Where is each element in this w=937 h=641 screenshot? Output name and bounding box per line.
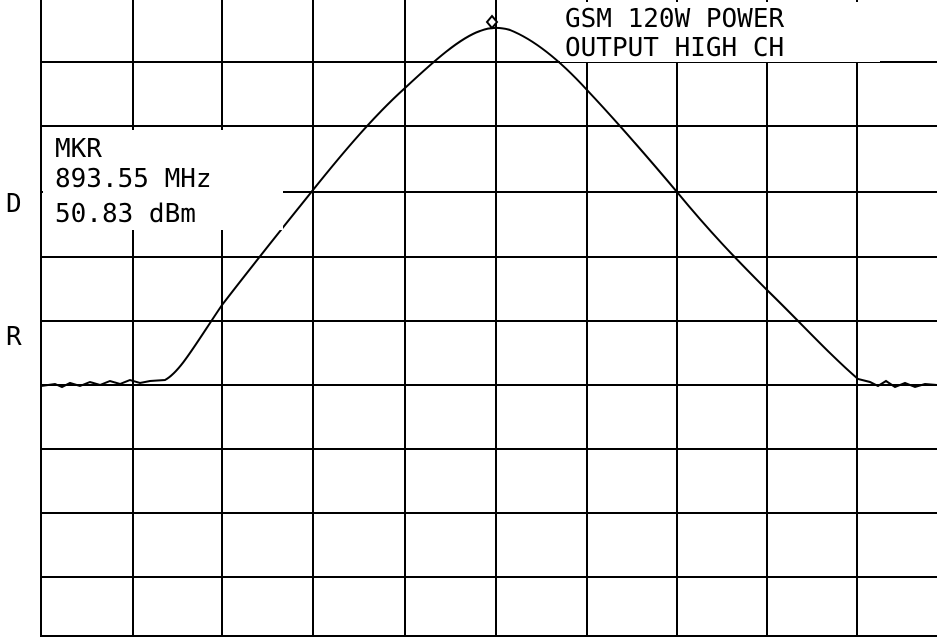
marker-label: MKR <box>55 134 102 164</box>
marker-readout-bg <box>43 130 283 230</box>
side-label: R <box>6 322 22 352</box>
title-bg <box>560 2 880 62</box>
marker-symbol <box>485 14 499 30</box>
marker-level: 50.83 dBm <box>55 199 196 229</box>
title-line: OUTPUT HIGH CH <box>565 33 784 63</box>
title-line: GSM 120W POWER <box>565 4 784 34</box>
side-label: D <box>6 189 22 219</box>
marker-frequency: 893.55 MHz <box>55 164 212 194</box>
trace <box>40 26 937 389</box>
